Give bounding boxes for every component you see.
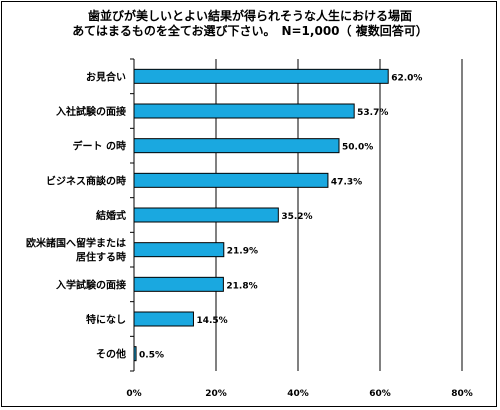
bar <box>133 207 279 223</box>
labels: 62.0% お見合い 53.7% 入社試験の面接 50.0% デート の時 47.3% ビジネ… <box>26 70 422 360</box>
category-label: デート の時 <box>73 140 126 153</box>
bar <box>133 103 355 119</box>
category-label: ビジネス商談の時 <box>46 174 126 187</box>
category-label: 入学試験の面接 <box>56 278 126 291</box>
x-tick-label: 20% <box>205 389 227 399</box>
category-label: お見合い <box>86 70 126 83</box>
value-label: 47.3% <box>331 177 362 187</box>
chart-title: 歯並びが美しいとよい結果が得られそうな人生における場面 あてはまるものを全てお選… <box>0 9 500 39</box>
bar <box>133 68 389 84</box>
bar <box>133 172 329 188</box>
bar <box>133 138 340 154</box>
value-label: 62.0% <box>391 73 422 83</box>
x-tick-label: 40% <box>287 389 309 399</box>
value-label: 21.8% <box>226 281 257 291</box>
x-tick-label: 60% <box>369 389 391 399</box>
value-label: 14.5% <box>196 316 227 326</box>
chart-title-line-1: 歯並びが美しいとよい結果が得られそうな人生における場面 <box>87 9 412 23</box>
bar <box>133 276 224 292</box>
category-label: 欧米諸国へ留学または <box>26 237 126 250</box>
value-label: 35.2% <box>281 212 312 222</box>
axis: 0% 20% 40% 60% 80% <box>126 58 473 399</box>
bar <box>133 311 194 327</box>
bars <box>133 68 389 362</box>
value-label: 0.5% <box>139 351 164 361</box>
category-label: その他 <box>96 348 126 361</box>
category-label: 居住する時 <box>76 251 126 264</box>
value-label: 21.9% <box>227 247 258 257</box>
bar <box>133 242 225 258</box>
chart-title-line-2: あてはまるものを全てお選び下さい。 N=1,000（ 複数回答可） <box>72 24 428 38</box>
category-label: 入社試験の面接 <box>56 105 126 118</box>
x-tick-label: 80% <box>451 389 473 399</box>
category-label: 結婚式 <box>96 209 126 222</box>
value-label: 50.0% <box>342 143 373 153</box>
x-tick-label: 0% <box>126 389 141 399</box>
value-label: 53.7% <box>357 108 388 118</box>
category-label: 特になし <box>86 313 126 326</box>
